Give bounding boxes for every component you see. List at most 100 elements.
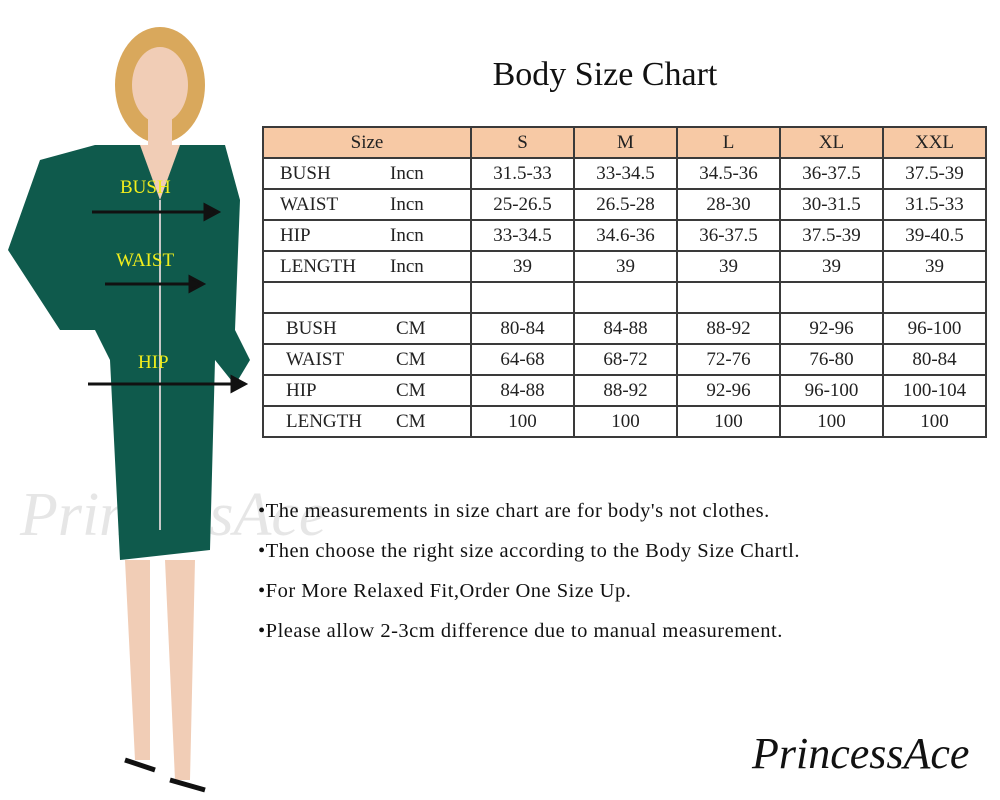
empty-cell xyxy=(470,281,575,314)
value-cell: 88-92 xyxy=(573,374,678,407)
bust-label: BUSH xyxy=(120,177,171,198)
value-cell: 39 xyxy=(573,250,678,283)
row-label: BUSH CM xyxy=(262,312,472,345)
unit-label: Incn xyxy=(390,193,424,215)
value-cell: 92-96 xyxy=(779,312,884,345)
measure-name: LENGTH xyxy=(280,255,356,277)
value-cell: 80-84 xyxy=(470,312,575,345)
measure-name: WAIST xyxy=(286,348,345,370)
table-row: BUSH Incn 31.5-33 33-34.5 34.5-36 36-37.5 37.5… xyxy=(262,157,987,190)
measure-name: WAIST xyxy=(280,193,339,215)
value-cell: 34.5-36 xyxy=(676,157,781,190)
value-cell: 31.5-33 xyxy=(470,157,575,190)
value-cell: 39-40.5 xyxy=(882,219,987,252)
empty-cell xyxy=(262,281,472,314)
measure-name: LENGTH xyxy=(286,410,362,432)
unit-label: Incn xyxy=(390,162,424,184)
spacer-row xyxy=(262,281,987,314)
value-cell: 64-68 xyxy=(470,343,575,376)
value-cell: 100 xyxy=(470,405,575,438)
value-cell: 68-72 xyxy=(573,343,678,376)
row-label: HIP Incn xyxy=(262,219,472,252)
table-row: HIP CM 84-88 88-92 92-96 96-100 100-104 xyxy=(262,374,987,407)
header-size-s: S xyxy=(470,126,575,159)
row-label: LENGTH CM xyxy=(262,405,472,438)
waist-arrow xyxy=(105,274,207,294)
unit-label: CM xyxy=(396,348,426,370)
model-legs xyxy=(125,560,195,780)
empty-cell xyxy=(882,281,987,314)
value-cell: 84-88 xyxy=(573,312,678,345)
value-cell: 28-30 xyxy=(676,188,781,221)
value-cell: 92-96 xyxy=(676,374,781,407)
chart-title: Body Size Chart xyxy=(492,56,718,93)
empty-cell xyxy=(573,281,678,314)
bust-arrow xyxy=(92,202,222,222)
row-label: LENGTH Incn xyxy=(262,250,472,283)
value-cell: 33-34.5 xyxy=(470,219,575,252)
value-cell: 31.5-33 xyxy=(882,188,987,221)
table-row: WAIST CM 64-68 68-72 72-76 76-80 80-84 xyxy=(262,343,987,376)
value-cell: 100 xyxy=(676,405,781,438)
note-item: •Then choose the right size according to… xyxy=(258,540,800,562)
notes-list: •The measurements in size chart are for … xyxy=(258,500,800,660)
note-item: •For More Relaxed Fit,Order One Size Up. xyxy=(258,580,632,602)
value-cell: 39 xyxy=(779,250,884,283)
header-size-xl: XL xyxy=(779,126,884,159)
measure-name: HIP xyxy=(286,379,317,401)
note-item: •Please allow 2-3cm difference due to ma… xyxy=(258,620,783,642)
value-cell: 76-80 xyxy=(779,343,884,376)
hip-arrow xyxy=(88,374,249,394)
hip-label: HIP xyxy=(138,352,169,373)
unit-label: CM xyxy=(396,410,426,432)
table-row: BUSH CM 80-84 84-88 88-92 92-96 96-100 xyxy=(262,312,987,345)
brand-logo: PrincessAce xyxy=(752,729,970,778)
waist-label: WAIST xyxy=(116,250,175,271)
model-photo xyxy=(8,27,250,793)
value-cell: 84-88 xyxy=(470,374,575,407)
table-row: LENGTH Incn 39 39 39 39 39 xyxy=(262,250,987,283)
model-face xyxy=(132,47,188,123)
size-table: Size S M L XL XXL BUSH Incn 31.5-33 33-34.5 34.5-3… xyxy=(262,126,987,438)
empty-cell xyxy=(676,281,781,314)
value-cell: 26.5-28 xyxy=(573,188,678,221)
value-cell: 30-31.5 xyxy=(779,188,884,221)
measure-name: BUSH xyxy=(280,162,331,184)
value-cell: 34.6-36 xyxy=(573,219,678,252)
table-row: HIP Incn 33-34.5 34.6-36 36-37.5 37.5-39 39-40… xyxy=(262,219,987,252)
unit-label: CM xyxy=(396,379,426,401)
value-cell: 80-84 xyxy=(882,343,987,376)
value-cell: 96-100 xyxy=(779,374,884,407)
unit-label: Incn xyxy=(390,255,424,277)
value-cell: 100 xyxy=(573,405,678,438)
note-item: •The measurements in size chart are for … xyxy=(258,500,770,522)
value-cell: 36-37.5 xyxy=(676,219,781,252)
measure-name: HIP xyxy=(280,224,311,246)
value-cell: 39 xyxy=(676,250,781,283)
row-label: WAIST Incn xyxy=(262,188,472,221)
value-cell: 25-26.5 xyxy=(470,188,575,221)
unit-label: CM xyxy=(396,317,426,339)
value-cell: 100 xyxy=(882,405,987,438)
row-label: HIP CM xyxy=(262,374,472,407)
header-size-xxl: XXL xyxy=(882,126,987,159)
value-cell: 36-37.5 xyxy=(779,157,884,190)
measure-name: BUSH xyxy=(286,317,337,339)
empty-cell xyxy=(779,281,884,314)
value-cell: 33-34.5 xyxy=(573,157,678,190)
unit-label: Incn xyxy=(390,224,424,246)
header-size-m: M xyxy=(573,126,678,159)
value-cell: 96-100 xyxy=(882,312,987,345)
row-label: BUSH Incn xyxy=(262,157,472,190)
header-row: Size S M L XL XXL xyxy=(262,126,987,159)
table-row: WAIST Incn 25-26.5 26.5-28 28-30 30-31.5 31.5-… xyxy=(262,188,987,221)
value-cell: 100 xyxy=(779,405,884,438)
value-cell: 100-104 xyxy=(882,374,987,407)
row-label: WAIST CM xyxy=(262,343,472,376)
table-row: LENGTH CM 100 100 100 100 100 xyxy=(262,405,987,438)
header-size-label: Size xyxy=(262,126,472,159)
value-cell: 39 xyxy=(882,250,987,283)
model-dress xyxy=(8,145,250,560)
value-cell: 72-76 xyxy=(676,343,781,376)
value-cell: 37.5-39 xyxy=(882,157,987,190)
